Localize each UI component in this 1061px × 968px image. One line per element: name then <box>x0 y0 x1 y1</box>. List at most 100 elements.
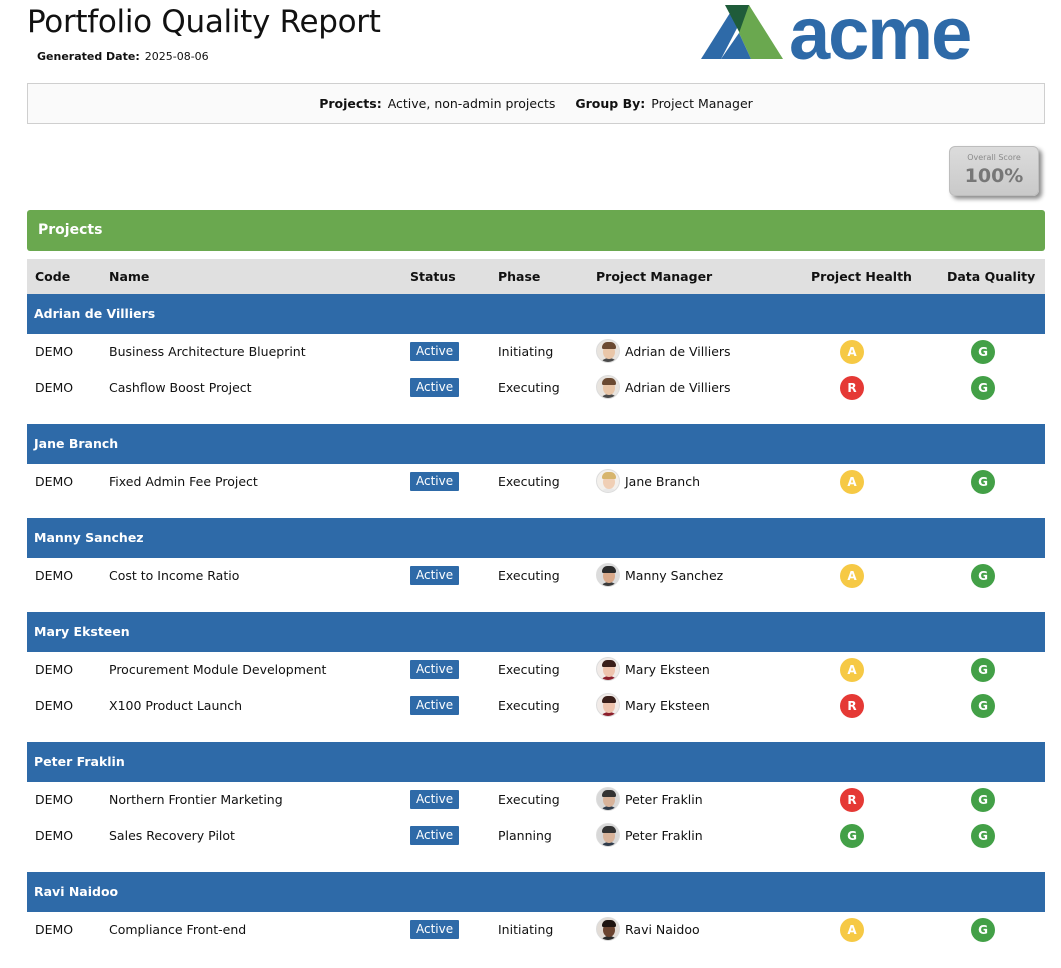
status-badge: Active <box>410 826 460 845</box>
project-name[interactable]: Compliance Front-end <box>109 922 247 937</box>
avatar-male-glasses-icon <box>596 823 620 847</box>
generated-date-label: Generated Date: <box>37 50 140 63</box>
page-title: Portfolio Quality Report <box>27 4 381 40</box>
data-quality-rag-badge: G <box>971 694 995 718</box>
avatar-body <box>599 488 619 492</box>
generated-date-value: 2025-08-06 <box>144 50 209 63</box>
data-quality-indicator: G <box>971 470 995 494</box>
col-data-quality[interactable]: Data Quality <box>947 269 1036 284</box>
table-row[interactable]: DEMO Cost to Income Ratio Active Executing M… <box>27 558 1045 594</box>
status-badge: Active <box>410 696 460 715</box>
project-name[interactable]: Northern Frontier Marketing <box>109 792 283 807</box>
project-code: DEMO <box>35 792 74 807</box>
table-header: Code Name Status Phase Project Manager P… <box>27 259 1045 294</box>
table-row[interactable]: DEMO Northern Frontier Marketing Active Exe… <box>27 782 1045 818</box>
group-spacer <box>27 594 1045 612</box>
group-header-row[interactable]: Mary Eksteen <box>27 612 1045 652</box>
project-code: DEMO <box>35 828 74 843</box>
data-quality-indicator: G <box>971 340 995 364</box>
status-badge: Active <box>410 566 460 585</box>
health-rag-badge: A <box>840 658 864 682</box>
project-phase: Executing <box>498 662 560 677</box>
project-manager-name: Peter Fraklin <box>625 791 703 807</box>
avatar-hair <box>602 826 616 833</box>
table-row[interactable]: DEMO Fixed Admin Fee Project Active Executi… <box>27 464 1045 500</box>
project-code: DEMO <box>35 662 74 677</box>
projects-section-header: Projects <box>27 210 1045 251</box>
health-rag-badge: G <box>840 824 864 848</box>
table-row[interactable]: DEMO X100 Product Launch Active Executing Ma… <box>27 688 1045 724</box>
avatar-male-light-icon <box>596 339 620 363</box>
project-code: DEMO <box>35 698 74 713</box>
data-quality-rag-badge: G <box>971 918 995 942</box>
group-header-row[interactable]: Adrian de Villiers <box>27 294 1045 334</box>
project-name[interactable]: Cashflow Boost Project <box>109 380 252 395</box>
table-row[interactable]: DEMO Sales Recovery Pilot Active Planning Pe… <box>27 818 1045 854</box>
avatar-hair <box>602 660 616 667</box>
project-name[interactable]: Cost to Income Ratio <box>109 568 240 583</box>
project-name[interactable]: Procurement Module Development <box>109 662 327 677</box>
avatar-body <box>599 936 619 940</box>
group-by-value: Project Manager <box>651 96 753 111</box>
project-name[interactable]: Fixed Admin Fee Project <box>109 474 258 489</box>
group-header-row[interactable]: Ravi Naidoo <box>27 872 1045 912</box>
logo-wordmark: acme <box>789 3 970 63</box>
data-quality-rag-badge: G <box>971 564 995 588</box>
project-health-indicator: R <box>840 788 864 812</box>
project-health-indicator: A <box>840 918 864 942</box>
project-manager-name: Peter Fraklin <box>625 827 703 843</box>
project-code: DEMO <box>35 344 74 359</box>
table-row[interactable]: DEMO Business Architecture Blueprint Activ… <box>27 334 1045 370</box>
project-code: DEMO <box>35 568 74 583</box>
data-quality-indicator: G <box>971 564 995 588</box>
data-quality-rag-badge: G <box>971 340 995 364</box>
project-manager-cell: Ravi Naidoo <box>596 917 700 941</box>
avatar-female-blonde-icon <box>596 469 620 493</box>
group-by-label: Group By: <box>575 96 646 111</box>
data-quality-indicator: G <box>971 658 995 682</box>
project-code: DEMO <box>35 474 74 489</box>
avatar-body <box>599 582 619 586</box>
status-badge: Active <box>410 660 460 679</box>
project-name[interactable]: X100 Product Launch <box>109 698 243 713</box>
project-phase: Executing <box>498 474 560 489</box>
project-code: DEMO <box>35 380 74 395</box>
col-project-manager[interactable]: Project Manager <box>596 269 713 284</box>
col-name[interactable]: Name <box>109 269 150 284</box>
project-manager-cell: Jane Branch <box>596 469 700 493</box>
status-badge: Active <box>410 342 460 361</box>
avatar-male-glasses-icon <box>596 787 620 811</box>
overall-score-label: Overall Score <box>967 153 1021 162</box>
avatar-hair <box>602 378 616 385</box>
project-phase: Initiating <box>498 922 554 937</box>
table-row[interactable]: DEMO Compliance Front-end Active Initiating… <box>27 912 1045 948</box>
project-manager-cell: Peter Fraklin <box>596 823 703 847</box>
status-badge: Active <box>410 472 460 491</box>
col-code[interactable]: Code <box>35 269 71 284</box>
col-project-health[interactable]: Project Health <box>811 269 912 284</box>
group-header-row[interactable]: Manny Sanchez <box>27 518 1045 558</box>
data-quality-indicator: G <box>971 694 995 718</box>
health-rag-badge: A <box>840 564 864 588</box>
project-manager-name: Mary Eksteen <box>625 697 710 713</box>
avatar-hair <box>602 920 616 927</box>
table-row[interactable]: DEMO Procurement Module Development Active… <box>27 652 1045 688</box>
data-quality-rag-badge: G <box>971 824 995 848</box>
filter-bar: Projects: Active, non-admin projects Grou… <box>27 83 1045 124</box>
project-health-indicator: A <box>840 470 864 494</box>
data-quality-rag-badge: G <box>971 658 995 682</box>
col-phase[interactable]: Phase <box>498 269 541 284</box>
group-header-row[interactable]: Peter Fraklin <box>27 742 1045 782</box>
project-manager-cell: Mary Eksteen <box>596 657 710 681</box>
project-name[interactable]: Sales Recovery Pilot <box>109 828 235 843</box>
avatar-hair <box>602 696 616 703</box>
table-row[interactable]: DEMO Cashflow Boost Project Active Executin… <box>27 370 1045 406</box>
project-manager-name: Ravi Naidoo <box>625 921 700 937</box>
data-quality-indicator: G <box>971 918 995 942</box>
group-header-row[interactable]: Jane Branch <box>27 424 1045 464</box>
project-phase: Executing <box>498 380 560 395</box>
project-table-body: Adrian de Villiers DEMO Business Architect… <box>27 294 1045 948</box>
avatar-body <box>599 806 619 810</box>
project-name[interactable]: Business Architecture Blueprint <box>109 344 306 359</box>
col-status[interactable]: Status <box>410 269 456 284</box>
